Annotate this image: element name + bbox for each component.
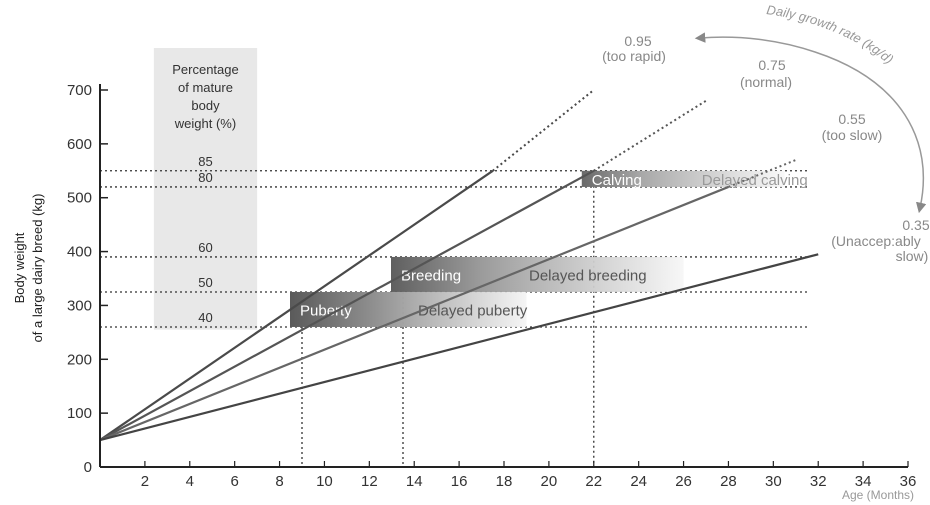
growth-line-0.35	[99, 253, 819, 442]
x-tick-label: 36	[900, 473, 917, 490]
stage-delayed-label: Delayed calving	[702, 172, 808, 189]
y-tick-label: 300	[67, 297, 92, 314]
percentage-label: 85	[198, 154, 212, 169]
growth-rate-labels: 0.95(too rapid) 0.75(normal) 0.55(too slow…	[602, 33, 930, 264]
rate-value-0.95: 0.95	[624, 33, 651, 49]
y-tick-label: 400	[67, 244, 92, 261]
rate-note: (normal)	[740, 74, 792, 90]
x-tick-label: 20	[541, 473, 558, 490]
percentage-label: 80	[198, 170, 212, 185]
rate-value-0.35: 0.35	[902, 217, 929, 233]
stage-label-breeding: Breeding	[401, 267, 461, 284]
growth-line-0.55	[99, 185, 729, 442]
x-tick-label: 30	[765, 473, 782, 490]
x-tick-label: 10	[316, 473, 333, 490]
rate-note-line2: slow)	[896, 248, 929, 264]
x-tick-label: 12	[361, 473, 378, 490]
growth-lines	[99, 89, 819, 442]
x-tick-label: 18	[496, 473, 513, 490]
growth-line-0.95	[99, 169, 494, 441]
y-axis-ticks: 0 100 200 300 400 500 600 700	[67, 82, 108, 476]
percentage-label: 50	[198, 275, 212, 290]
growth-line-extension-0.75	[593, 99, 707, 172]
rate-note: (too slow)	[822, 127, 883, 143]
y-tick-label: 700	[67, 82, 92, 99]
x-tick-label: 32	[810, 473, 827, 490]
x-tick-label: 8	[275, 473, 283, 490]
y-axis-label-line1: Body weight	[12, 232, 27, 303]
x-axis-label: Age (Months)	[842, 488, 914, 502]
x-tick-label: 14	[406, 473, 423, 490]
percentage-panel	[153, 48, 258, 330]
pct-title-line3: body	[191, 98, 220, 113]
rate-value-0.55: 0.55	[838, 111, 865, 127]
x-tick-label: 26	[675, 473, 692, 490]
x-tick-label: 34	[855, 473, 872, 490]
y-axis-label: Body weight of a large dairy breed (kg)	[12, 194, 45, 343]
x-tick-label: 24	[630, 473, 647, 490]
x-axis-ticks: 2 4 6 8 10 12 14 16 18 20 22 24 26 28 30 32 34 36	[141, 461, 917, 490]
growth-rate-arc-arrow	[694, 32, 927, 214]
pct-title-line2: of mature	[178, 80, 233, 95]
percentage-label: 60	[198, 240, 212, 255]
stage-delayed-label: Delayed puberty	[418, 302, 528, 319]
y-tick-label: 500	[67, 190, 92, 207]
x-tick-label: 6	[230, 473, 238, 490]
rate-note: (too rapid)	[602, 48, 666, 64]
stage-label-puberty: Puberty	[300, 302, 352, 319]
stage-label-calving: Calving	[592, 172, 642, 189]
x-tick-label: 2	[141, 473, 149, 490]
growth-line-0.75	[99, 169, 595, 442]
x-tick-label: 22	[585, 473, 602, 490]
y-tick-label: 100	[67, 405, 92, 422]
y-tick-label: 600	[67, 136, 92, 153]
y-axis-label-line2: of a large dairy breed (kg)	[30, 194, 45, 343]
pct-title-line1: Percentage	[172, 62, 239, 77]
stage-delayed-label: Delayed breeding	[529, 267, 647, 284]
x-tick-label: 16	[451, 473, 468, 490]
percentage-panel-title: Percentage of mature body weight (%)	[172, 62, 239, 131]
percentage-label: 40	[198, 310, 212, 325]
pct-title-line4: weight (%)	[174, 116, 236, 131]
growth-line-extension-0.95	[492, 89, 595, 172]
x-tick-label: 4	[186, 473, 194, 490]
rate-note: (Unaccep:ably	[831, 233, 921, 249]
rate-value-0.75: 0.75	[758, 57, 785, 73]
stage-bar-puberty	[290, 291, 527, 327]
y-tick-label: 0	[84, 459, 92, 476]
y-tick-label: 200	[67, 351, 92, 368]
x-tick-label: 28	[720, 473, 737, 490]
